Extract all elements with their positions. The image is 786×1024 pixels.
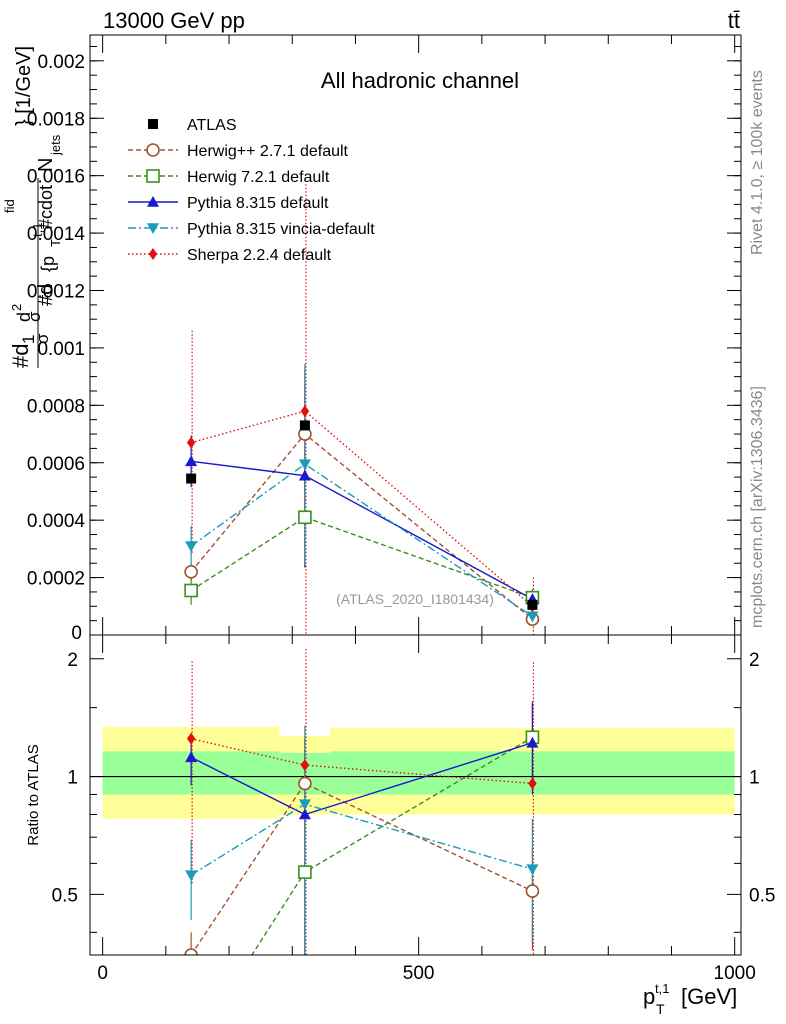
ylabel-part-13: jets [48, 134, 63, 156]
main-ytick-label: 0.0008 [27, 396, 85, 417]
ylabel-part-14: } [1/GeV] [13, 46, 35, 126]
data-point-atlas [527, 599, 538, 610]
ylabel-part-7: #d [35, 284, 57, 306]
rivet-label: Rivet 4.1.0, ≥ 100k events [749, 70, 766, 255]
legend-marker-vincia [147, 223, 159, 234]
ylabel-part-0: #d [8, 344, 33, 368]
ratio-point-pythia [526, 736, 539, 748]
x-axis-label: p T t,1 [GeV] [643, 981, 737, 1017]
ylabel-part-4: 2 [9, 304, 24, 311]
xtick-label: 500 [403, 963, 435, 984]
xtick-label: 0 [97, 963, 108, 984]
xlabel-unit: [GeV] [681, 984, 737, 1009]
main-ytick-label: 0 [71, 623, 82, 644]
main-ytick-label: 0.002 [37, 52, 85, 73]
point-sherpa [186, 436, 196, 449]
legend-label-sherpa: Sherpa 2.2.4 default [187, 247, 332, 264]
legend-marker-pythia [147, 196, 159, 207]
ratio-frame [89, 634, 742, 956]
ratio-ylabel: Ratio to ATLAS [25, 744, 42, 845]
legend-label-vincia: Pythia 8.315 vincia-default [187, 221, 375, 238]
point-herwigpp [184, 565, 198, 579]
main-ytick-label: 0.0014 [27, 224, 86, 245]
ratio-point-herwigpp [525, 884, 540, 898]
point-sherpa [300, 405, 310, 418]
ylabel-part-12: N [35, 158, 57, 172]
xlabel-main: p [643, 984, 655, 1009]
ratio-point-vincia [298, 799, 311, 811]
legend-label-herwigpp: Herwig++ 2.7.1 default [187, 143, 349, 160]
main-ytick-label: 0.0002 [27, 569, 85, 590]
data-point-atlas [186, 473, 197, 484]
process-label: tt̄ [728, 8, 740, 33]
point-herwig7 [298, 510, 312, 525]
ratio-ytick-label-right: 2 [749, 650, 760, 671]
analysis-tag: (ATLAS_2020_I1801434) [336, 591, 494, 607]
point-pythia [185, 455, 198, 467]
ylabel-part-1: 1 [19, 335, 38, 344]
point-vincia [298, 459, 311, 471]
ratio-ytick-label-right: 1 [749, 768, 760, 789]
ratio-point-vincia [185, 870, 198, 882]
main-ytick-label: 0.0012 [27, 282, 85, 303]
series-line-herwig7 [190, 516, 533, 599]
xtick-label: 1000 [714, 963, 756, 984]
ylabel-part-2: σ [33, 333, 52, 344]
point-vincia [526, 611, 539, 623]
point-pythia [298, 469, 311, 481]
ylabel-part-6: fid [2, 199, 17, 213]
ylabel-part-9: T [48, 239, 63, 247]
ratio-ytick-label-right: 0.5 [749, 885, 775, 906]
main-panel [184, 184, 540, 635]
mcplots-label: mcplots.cern.ch [arXiv:1306.3436] [749, 386, 766, 628]
ratio-line-herwigpp [190, 782, 533, 955]
ratio-panel [90, 648, 741, 955]
point-herwig7 [184, 583, 198, 598]
main-ytick-label: 0.0006 [27, 454, 85, 475]
ratio-ytick-label: 2 [67, 650, 78, 671]
legend-marker-sherpa [148, 248, 158, 260]
chart-title: All hadronic channel [321, 68, 519, 93]
main-ytick-label: 0.0004 [27, 511, 86, 532]
ylabel-part-11: #cdot [36, 185, 56, 229]
ratio-point-sherpa [186, 732, 196, 745]
legend-marker-herwigpp [146, 143, 160, 157]
ratio-ytick-label: 1 [67, 768, 78, 789]
ratio-ytick-label: 0.5 [52, 885, 78, 906]
data-point-atlas [299, 420, 310, 431]
legend-label-atlas: ATLAS [187, 117, 237, 134]
ratio-point-herwig7 [298, 865, 312, 879]
legend: ATLAS Herwig++ 2.7.1 default Herwig 7.2.1 … [128, 117, 375, 264]
main-ytick-label: 0.0018 [27, 109, 85, 130]
ratio-point-pythia [298, 808, 311, 820]
ratio-point-herwigpp [184, 948, 198, 955]
legend-label-herwig7: Herwig 7.2.1 default [187, 169, 330, 186]
main-ytick-label: 0.001 [37, 339, 85, 360]
legend-label-pythia: Pythia 8.315 default [187, 195, 329, 212]
ratio-point-herwigpp [298, 776, 312, 791]
legend-marker-atlas [148, 119, 158, 129]
ylabel-part-8: {p [38, 256, 58, 272]
energy-label: 13000 GeV pp [103, 8, 245, 33]
ratio-point-pythia [185, 751, 198, 763]
ratio-point-sherpa [300, 759, 310, 772]
xlabel-sup: t,1 [655, 981, 669, 996]
series-line-pythia [191, 460, 533, 600]
ratio-point-vincia [526, 864, 539, 876]
ylabel-part-5: σ [25, 311, 44, 322]
point-vincia [185, 541, 198, 553]
ylabel-part-3: d [14, 312, 34, 322]
ratio-point-sherpa [528, 777, 537, 790]
series-line-sherpa [190, 410, 533, 607]
xlabel-sub: T [656, 1001, 665, 1017]
legend-marker-herwig7 [146, 169, 160, 183]
main-ytick-label: 0.0016 [27, 167, 85, 188]
